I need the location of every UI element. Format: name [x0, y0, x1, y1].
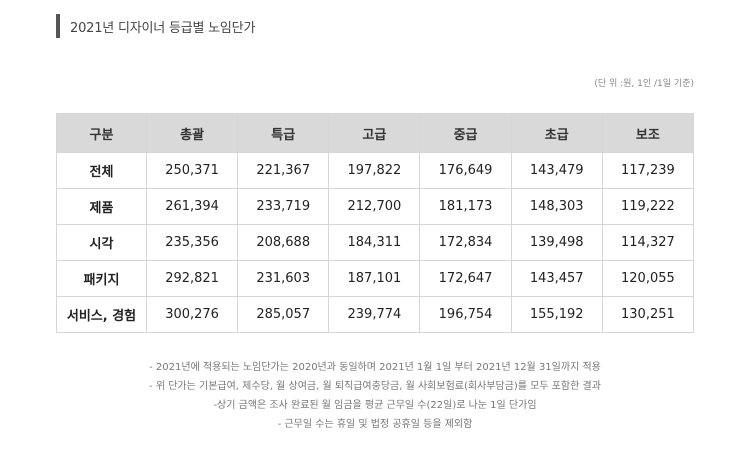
table-cell: 117,239 [601, 152, 695, 189]
page-title: 2021년 디자이너 등급별 노임단가 [70, 20, 256, 36]
row-label: 시각 [56, 224, 147, 261]
table-row: 패키지 292,821 231,603 187,101 172,647 143,… [56, 260, 695, 297]
table-row: 시각 235,356 208,688 184,311 172,834 139,4… [56, 224, 695, 261]
header-special: 특급 [237, 113, 330, 153]
header-assistant: 보조 [601, 113, 695, 153]
footnote-line: - 2021년에 적용되는 노임단가는 2020년과 동일하며 2021년 1월… [149, 362, 601, 373]
table-cell: 172,834 [419, 224, 512, 261]
table-cell: 233,719 [237, 188, 330, 225]
table-cell: 155,192 [510, 296, 603, 333]
table-cell: 221,367 [237, 152, 330, 189]
table-cell: 114,327 [601, 224, 695, 261]
table-cell: 197,822 [328, 152, 421, 189]
table-cell: 250,371 [145, 152, 239, 189]
title-accent-bar [56, 14, 60, 38]
footnote-line: -상기 금액은 조사 완료된 월 임금을 평균 근무일 수(22일)로 나눈 1… [213, 400, 537, 411]
header-junior: 초급 [510, 113, 603, 153]
row-label: 패키지 [56, 260, 147, 297]
table-cell: 143,457 [510, 260, 603, 297]
table-cell: 187,101 [328, 260, 421, 297]
row-label: 서비스, 경험 [56, 296, 147, 333]
table-cell: 181,173 [419, 188, 512, 225]
footnote-line: - 위 단가는 기본급여, 제수당, 월 상여금, 월 퇴직급여충당금, 월 사… [149, 381, 601, 392]
title-block: 2021년 디자이너 등급별 노임단가 [56, 14, 255, 38]
row-label: 제품 [56, 188, 147, 225]
table-cell: 119,222 [601, 188, 695, 225]
table-cell: 285,057 [237, 296, 330, 333]
table-row: 제품 261,394 233,719 212,700 181,173 148,3… [56, 188, 695, 225]
table-row: 전체 250,371 221,367 197,822 176,649 143,4… [56, 152, 695, 189]
table-cell: 300,276 [145, 296, 239, 333]
table-cell: 172,647 [419, 260, 512, 297]
table-cell: 196,754 [419, 296, 512, 333]
header-senior: 고급 [328, 113, 421, 153]
table-cell: 143,479 [510, 152, 603, 189]
header-category: 구분 [56, 113, 147, 153]
footnote-line: - 근무일 수는 휴일 및 법정 공휴일 등을 제외함 [277, 419, 473, 430]
footnotes: - 2021년에 적용되는 노임단가는 2020년과 동일하며 2021년 1월… [0, 358, 750, 434]
table-cell: 212,700 [328, 188, 421, 225]
table-header-row: 구분 총괄 특급 고급 중급 초급 보조 [56, 113, 695, 153]
table-cell: 148,303 [510, 188, 603, 225]
table-cell: 130,251 [601, 296, 695, 333]
wage-table: 구분 총괄 특급 고급 중급 초급 보조 전체 250,371 221,367 … [56, 113, 695, 333]
table-cell: 292,821 [145, 260, 239, 297]
table-cell: 139,498 [510, 224, 603, 261]
table-cell: 184,311 [328, 224, 421, 261]
table-cell: 235,356 [145, 224, 239, 261]
table-cell: 208,688 [237, 224, 330, 261]
unit-note: (단 위 :원, 1인 /1일 기준) [594, 79, 694, 89]
table-cell: 231,603 [237, 260, 330, 297]
header-director: 총괄 [145, 113, 239, 153]
table-cell: 261,394 [145, 188, 239, 225]
table-cell: 239,774 [328, 296, 421, 333]
row-label: 전체 [56, 152, 147, 189]
table-cell: 176,649 [419, 152, 512, 189]
table-cell: 120,055 [601, 260, 695, 297]
header-intermediate: 중급 [419, 113, 512, 153]
table-row: 서비스, 경험 300,276 285,057 239,774 196,754 … [56, 296, 695, 333]
